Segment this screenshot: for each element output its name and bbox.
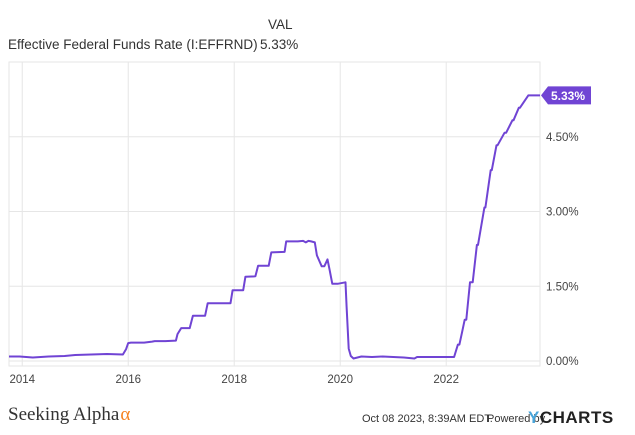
series-lines [9,94,540,360]
value-column-header: VAL [268,17,293,32]
y-tick-label: 3.00% [546,207,579,219]
line-chart: 0.00% 1.50% 3.00% 4.50% 2014 2016 2018 2020 2022… [8,61,591,386]
x-tick-label: 2020 [327,374,353,386]
y-tick-label: 4.50% [546,132,579,144]
series-name: Effective Federal Funds Rate (I:EFFRND) [8,37,258,52]
chart-timestamp: Oct 08 2023, 8:39AM EDT. [362,413,493,425]
ycharts-logo-text: CHARTS [539,408,614,427]
axes [8,61,541,367]
y-tick-label: 1.50% [546,281,579,293]
last-value-tag: 5.33% [541,86,591,105]
powered-by-label: Powered by [487,413,546,425]
alpha-symbol-icon: α [120,404,131,425]
plot-frame [8,61,541,367]
grid-lines [9,62,540,366]
x-tick-label: 2018 [221,374,247,386]
series-line [9,94,540,360]
ycharts-logo: YCHARTS [528,408,614,428]
brand-name: Seeking Alpha [8,404,120,425]
y-tick-label: 0.00% [546,356,579,368]
ycharts-logo-y: Y [528,408,540,427]
series-current-value: 5.33% [260,37,299,52]
x-tick-label: 2016 [115,374,141,386]
tick-labels: 0.00% 1.50% 3.00% 4.50% 2014 2016 2018 2020 2022 [9,132,578,386]
x-tick-label: 2014 [9,374,35,386]
seeking-alpha-logo: Seeking Alphaα [8,404,130,426]
last-value-tag-label: 5.33% [551,89,585,103]
x-tick-label: 2022 [433,374,459,386]
last-value-tag-shape [541,86,591,105]
